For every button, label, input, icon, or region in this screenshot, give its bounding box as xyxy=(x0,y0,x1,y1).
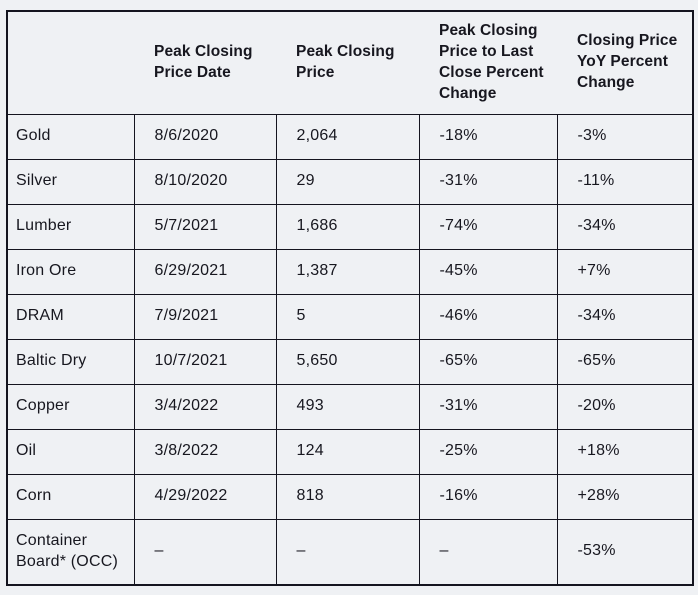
cell-peak-price: 1,686 xyxy=(275,203,420,250)
cell-peak-to-last-change: -46% xyxy=(418,293,558,340)
cell-peak-to-last-change: -45% xyxy=(418,248,558,295)
cell-peak-date: 8/6/2020 xyxy=(133,113,277,160)
header-cell-peak-price: Peak Closing Price xyxy=(276,11,419,115)
cell-peak-date: 5/7/2021 xyxy=(133,203,277,250)
table-body: Gold 8/6/2020 2,064 -18% -3% Silver 8/10… xyxy=(6,113,694,586)
cell-peak-price: 5 xyxy=(275,293,420,340)
cell-peak-to-last-change: -31% xyxy=(418,383,558,430)
cell-peak-date: 3/8/2022 xyxy=(133,428,277,475)
cell-commodity: Copper xyxy=(6,383,135,430)
table-row: Copper 3/4/2022 493 -31% -20% xyxy=(6,383,694,430)
table-row: DRAM 7/9/2021 5 -46% -34% xyxy=(6,293,694,340)
cell-commodity: Oil xyxy=(6,428,135,475)
header-cell-yoy-change: Closing Price YoY Percent Change xyxy=(557,11,693,115)
cell-yoy-change: -3% xyxy=(556,113,694,160)
cell-yoy-change: -53% xyxy=(556,518,694,586)
cell-commodity: Silver xyxy=(6,158,135,205)
table-header: Peak Closing Price Date Peak Closing Pri… xyxy=(7,11,693,115)
table-row: Corn 4/29/2022 818 -16% +28% xyxy=(6,473,694,520)
cell-commodity: Iron Ore xyxy=(6,248,135,295)
header-cell-peak-to-last-change: Peak Closing Price to Last Close Percent… xyxy=(419,11,557,115)
table-row: Silver 8/10/2020 29 -31% -11% xyxy=(6,158,694,205)
cell-peak-price: – xyxy=(275,518,420,586)
cell-yoy-change: +7% xyxy=(556,248,694,295)
cell-commodity: Container Board* (OCC) xyxy=(6,518,135,586)
cell-peak-date: 10/7/2021 xyxy=(133,338,277,385)
table-row: Baltic Dry 10/7/2021 5,650 -65% -65% xyxy=(6,338,694,385)
cell-peak-price: 818 xyxy=(275,473,420,520)
cell-peak-price: 493 xyxy=(275,383,420,430)
cell-commodity: DRAM xyxy=(6,293,135,340)
table-row: Oil 3/8/2022 124 -25% +18% xyxy=(6,428,694,475)
cell-peak-date: 7/9/2021 xyxy=(133,293,277,340)
cell-peak-to-last-change: -16% xyxy=(418,473,558,520)
cell-peak-to-last-change: -25% xyxy=(418,428,558,475)
cell-peak-date: 4/29/2022 xyxy=(133,473,277,520)
cell-peak-date: 3/4/2022 xyxy=(133,383,277,430)
cell-yoy-change: -11% xyxy=(556,158,694,205)
cell-commodity: Lumber xyxy=(6,203,135,250)
cell-peak-price: 1,387 xyxy=(275,248,420,295)
header-cell-peak-date: Peak Closing Price Date xyxy=(134,11,276,115)
commodity-price-table: Peak Closing Price Date Peak Closing Pri… xyxy=(6,10,694,586)
table-row: Container Board* (OCC) – – – -53% xyxy=(6,518,694,586)
cell-peak-price: 2,064 xyxy=(275,113,420,160)
header-row: Peak Closing Price Date Peak Closing Pri… xyxy=(7,11,693,115)
cell-yoy-change: -20% xyxy=(556,383,694,430)
cell-peak-date: 6/29/2021 xyxy=(133,248,277,295)
cell-peak-price: 29 xyxy=(275,158,420,205)
cell-commodity: Corn xyxy=(6,473,135,520)
cell-peak-to-last-change: -31% xyxy=(418,158,558,205)
cell-yoy-change: +28% xyxy=(556,473,694,520)
cell-yoy-change: +18% xyxy=(556,428,694,475)
cell-peak-to-last-change: -65% xyxy=(418,338,558,385)
header-cell-commodity xyxy=(7,11,134,115)
cell-peak-date: 8/10/2020 xyxy=(133,158,277,205)
cell-peak-to-last-change: -74% xyxy=(418,203,558,250)
table-row: Iron Ore 6/29/2021 1,387 -45% +7% xyxy=(6,248,694,295)
cell-commodity: Gold xyxy=(6,113,135,160)
table-row: Gold 8/6/2020 2,064 -18% -3% xyxy=(6,113,694,160)
cell-peak-to-last-change: -18% xyxy=(418,113,558,160)
table-row: Lumber 5/7/2021 1,686 -74% -34% xyxy=(6,203,694,250)
cell-peak-to-last-change: – xyxy=(418,518,558,586)
cell-yoy-change: -34% xyxy=(556,203,694,250)
cell-peak-date: – xyxy=(133,518,277,586)
cell-peak-price: 124 xyxy=(275,428,420,475)
cell-commodity: Baltic Dry xyxy=(6,338,135,385)
cell-peak-price: 5,650 xyxy=(275,338,420,385)
cell-yoy-change: -34% xyxy=(556,293,694,340)
table-container: Peak Closing Price Date Peak Closing Pri… xyxy=(6,10,694,586)
cell-yoy-change: -65% xyxy=(556,338,694,385)
